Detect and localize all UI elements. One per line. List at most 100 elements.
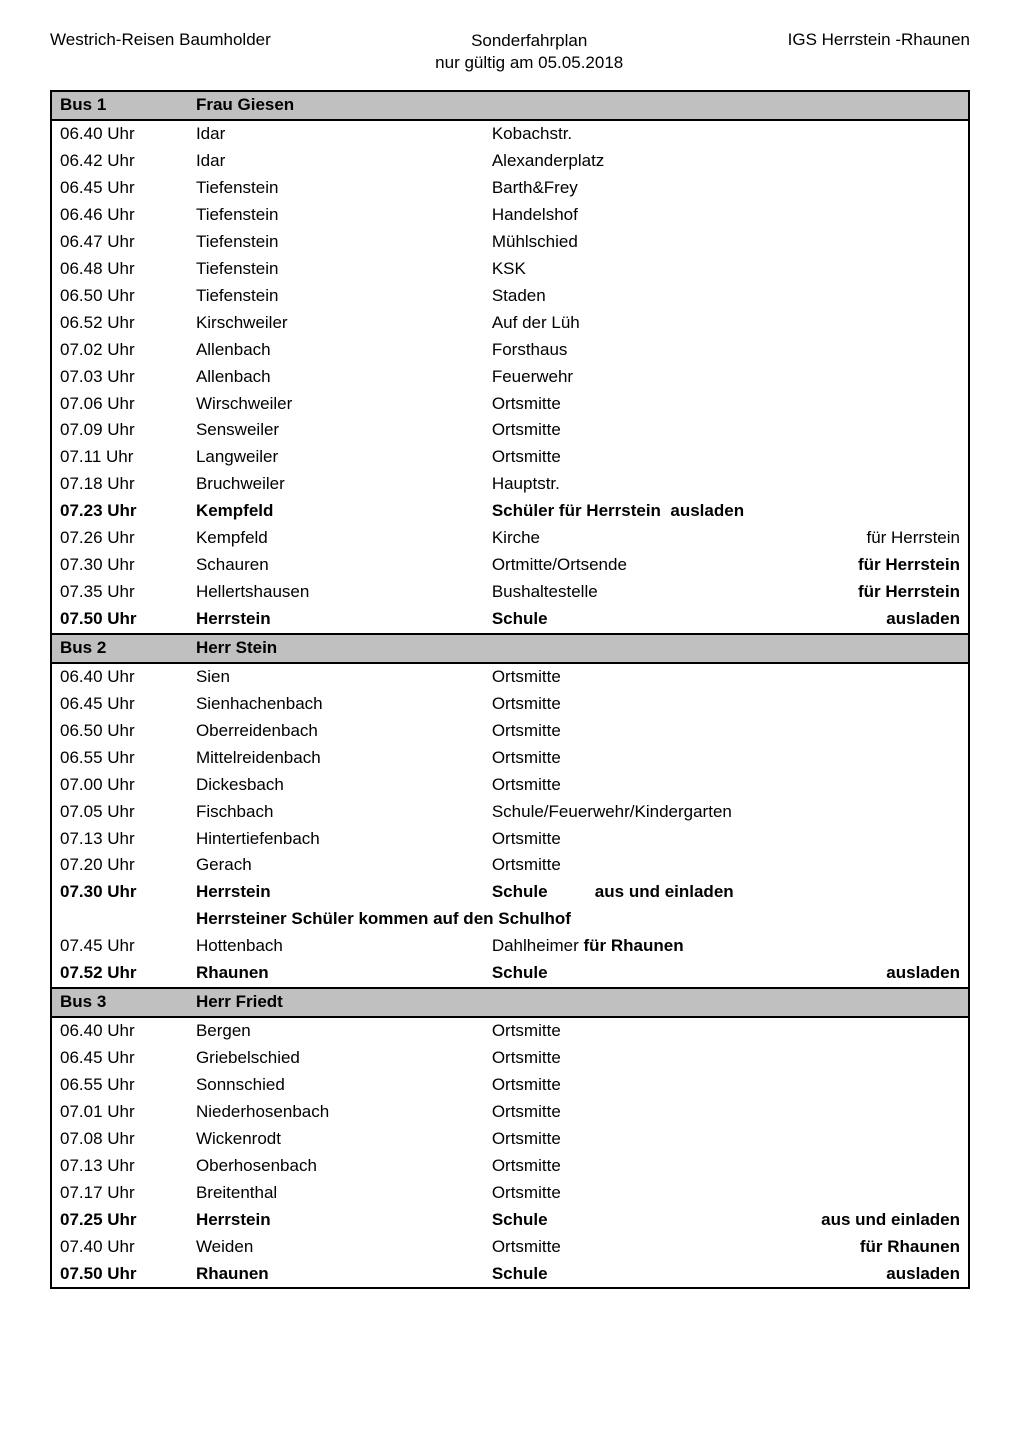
cell-place: Weiden — [188, 1234, 484, 1261]
cell-time: 06.45 Uhr — [51, 1045, 188, 1072]
cell-note — [752, 148, 969, 175]
cell-note: ausladen — [752, 960, 969, 988]
header-center-line1: Sonderfahrplan — [435, 30, 623, 52]
cell-note — [752, 471, 969, 498]
header-right: IGS Herrstein -Rhaunen — [788, 30, 970, 50]
cell-place: Hellertshausen — [188, 579, 484, 606]
table-row: 06.47 UhrTiefensteinMühlschied — [51, 229, 969, 256]
table-row: 07.30 UhrSchaurenOrtmitte/Ortsendefür He… — [51, 552, 969, 579]
cell-place: Herrstein — [188, 606, 484, 634]
cell-time: 06.47 Uhr — [51, 229, 188, 256]
cell-time: 06.50 Uhr — [51, 283, 188, 310]
table-row: 07.50 UhrRhaunenSchuleausladen — [51, 1261, 969, 1289]
table-row: 06.55 UhrSonnschiedOrtsmitte — [51, 1072, 969, 1099]
cell-stop: Ortsmitte — [484, 772, 752, 799]
bus-header-row: Bus 2Herr Stein — [51, 634, 969, 663]
cell-note: für Herrstein — [752, 579, 969, 606]
table-row: 07.05 UhrFischbachSchule/Feuerwehr/Kinde… — [51, 799, 969, 826]
table-row: 06.40 UhrBergenOrtsmitte — [51, 1017, 969, 1045]
cell-place: Oberhosenbach — [188, 1153, 484, 1180]
header-center-line2: nur gültig am 05.05.2018 — [435, 52, 623, 74]
cell-place: Herrstein — [188, 879, 484, 906]
cell-stop: Schule/Feuerwehr/Kindergarten — [484, 799, 752, 826]
cell-note: für Rhaunen — [752, 1234, 969, 1261]
cell-place: Bruchweiler — [188, 471, 484, 498]
cell-place: Rhaunen — [188, 960, 484, 988]
bus-label: Bus 3 — [51, 988, 188, 1017]
cell-note — [752, 175, 969, 202]
cell-place: Kempfeld — [188, 525, 484, 552]
table-row: 07.01 UhrNiederhosenbachOrtsmitte — [51, 1099, 969, 1126]
table-row: 06.42 UhrIdarAlexanderplatz — [51, 148, 969, 175]
header-center: Sonderfahrplan nur gültig am 05.05.2018 — [435, 30, 623, 74]
table-row: 07.03 UhrAllenbachFeuerwehr — [51, 364, 969, 391]
cell-stop: Ortsmitte — [484, 1153, 752, 1180]
cell-place: Mittelreidenbach — [188, 745, 484, 772]
table-row: 07.26 UhrKempfeldKirchefür Herrstein — [51, 525, 969, 552]
cell-time: 07.13 Uhr — [51, 1153, 188, 1180]
cell-stop: Schule — [484, 1207, 752, 1234]
cell-stop: Bushaltestelle — [484, 579, 752, 606]
table-row: 07.50 UhrHerrsteinSchuleausladen — [51, 606, 969, 634]
cell-stop: KSK — [484, 256, 752, 283]
table-row: 06.40 UhrSienOrtsmitte — [51, 663, 969, 691]
cell-stop: Ortsmitte — [484, 1017, 752, 1045]
cell-stop: Mühlschied — [484, 229, 752, 256]
cell-note: ausladen — [752, 606, 969, 634]
cell-note — [752, 364, 969, 391]
cell-place: Herrstein — [188, 1207, 484, 1234]
table-row: 07.30 UhrHerrsteinSchule aus und einlade… — [51, 879, 969, 906]
cell-stop: Kobachstr. — [484, 120, 752, 148]
cell-note — [752, 229, 969, 256]
cell-note — [752, 826, 969, 853]
cell-stop: Ortsmitte — [484, 1072, 752, 1099]
cell-time: 07.35 Uhr — [51, 579, 188, 606]
cell-stop: Schule — [484, 960, 752, 988]
cell-place: Kirschweiler — [188, 310, 484, 337]
cell-place: Gerach — [188, 852, 484, 879]
cell-note — [752, 417, 969, 444]
cell-stop-bold-suffix: für Rhaunen — [583, 936, 683, 955]
bus-header-empty — [484, 988, 752, 1017]
cell-time: 07.26 Uhr — [51, 525, 188, 552]
cell-stop: Forsthaus — [484, 337, 752, 364]
cell-place: Rhaunen — [188, 1261, 484, 1289]
cell-stop: Staden — [484, 283, 752, 310]
cell-note — [752, 718, 969, 745]
bus-header-empty — [484, 634, 752, 663]
cell-stop: Ortsmitte — [484, 1126, 752, 1153]
cell-note — [752, 283, 969, 310]
cell-place: Dickesbach — [188, 772, 484, 799]
cell-span-note: Herrsteiner Schüler kommen auf den Schul… — [188, 906, 969, 933]
table-row: Herrsteiner Schüler kommen auf den Schul… — [51, 906, 969, 933]
cell-place: Tiefenstein — [188, 283, 484, 310]
bus-header-empty — [752, 988, 969, 1017]
page: Westrich-Reisen Baumholder Sonderfahrpla… — [0, 0, 1020, 1329]
cell-note — [752, 1045, 969, 1072]
cell-stop: Ortsmitte — [484, 852, 752, 879]
cell-place: Idar — [188, 148, 484, 175]
cell-time: 07.09 Uhr — [51, 417, 188, 444]
cell-time: 07.40 Uhr — [51, 1234, 188, 1261]
table-row: 07.17 UhrBreitenthalOrtsmitte — [51, 1180, 969, 1207]
table-row: 06.50 UhrOberreidenbachOrtsmitte — [51, 718, 969, 745]
cell-stop: Schule — [484, 606, 752, 634]
cell-place: Oberreidenbach — [188, 718, 484, 745]
cell-stop: Ortsmitte — [484, 444, 752, 471]
header-left: Westrich-Reisen Baumholder — [50, 30, 271, 50]
cell-note — [752, 337, 969, 364]
cell-place: Breitenthal — [188, 1180, 484, 1207]
table-row: 07.45 UhrHottenbachDahlheimer für Rhaune… — [51, 933, 969, 960]
cell-note — [752, 852, 969, 879]
table-row: 07.02 UhrAllenbachForsthaus — [51, 337, 969, 364]
cell-time: 07.06 Uhr — [51, 391, 188, 418]
table-row: 06.45 UhrGriebelschiedOrtsmitte — [51, 1045, 969, 1072]
cell-note — [752, 772, 969, 799]
bus-driver: Herr Friedt — [188, 988, 484, 1017]
cell-time: 06.42 Uhr — [51, 148, 188, 175]
cell-place: Sien — [188, 663, 484, 691]
cell-place: Hintertiefenbach — [188, 826, 484, 853]
cell-place: Bergen — [188, 1017, 484, 1045]
cell-time: 07.17 Uhr — [51, 1180, 188, 1207]
cell-stop: Feuerwehr — [484, 364, 752, 391]
